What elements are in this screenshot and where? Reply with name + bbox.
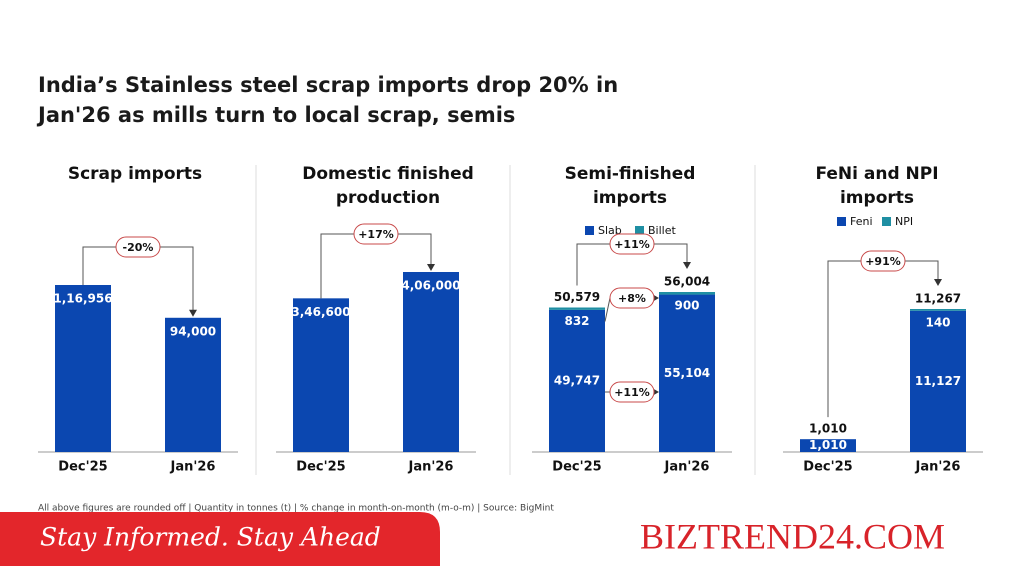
change-label: +17% — [358, 228, 394, 241]
value-label: 94,000 — [170, 324, 216, 338]
bar-segment — [659, 294, 715, 452]
connector — [604, 297, 611, 322]
panel-title: imports — [840, 188, 914, 208]
legend-label: NPI — [895, 215, 913, 228]
change-pill — [609, 287, 655, 309]
bar — [293, 298, 349, 452]
total-label: 11,267 — [915, 292, 961, 306]
legend-swatch — [635, 226, 644, 235]
change-label: +8% — [618, 292, 646, 305]
value-label: 11,127 — [915, 374, 961, 388]
panel-title: Domestic finished — [302, 164, 474, 184]
legend-label: Billet — [648, 224, 676, 237]
banner-box — [0, 512, 440, 566]
total-label: 50,579 — [554, 290, 600, 304]
legend-label: Slab — [598, 224, 622, 237]
legend-label: Feni — [850, 215, 873, 228]
x-tick-label: Jan'26 — [915, 460, 961, 475]
value-label: 1,010 — [809, 438, 847, 452]
legend-swatch — [882, 217, 891, 226]
change-label: +11% — [614, 386, 650, 399]
panel-title: imports — [593, 188, 667, 208]
bar-segment — [549, 309, 605, 452]
bar — [403, 272, 459, 452]
x-tick-label: Jan'26 — [664, 460, 710, 475]
footnote: All above figures are rounded off | Quan… — [38, 504, 554, 514]
bar — [165, 317, 221, 452]
legend-swatch — [585, 226, 594, 235]
x-tick-label: Dec'25 — [803, 460, 852, 475]
change-pill — [353, 223, 399, 245]
value-label: 1,16,956 — [53, 292, 112, 306]
title-line: India’s Stainless steel scrap imports dr… — [38, 73, 618, 97]
brand: BIZTREND24.COM — [640, 516, 945, 556]
change-pill — [609, 233, 655, 255]
bar-segment — [659, 292, 715, 295]
value-label: 140 — [925, 316, 950, 330]
value-label: 832 — [564, 314, 589, 328]
value-label: 3,46,600 — [291, 305, 350, 319]
panel-title: production — [336, 188, 440, 208]
change-label: +11% — [614, 238, 650, 251]
x-tick-label: Dec'25 — [552, 460, 601, 475]
change-label: +91% — [865, 255, 901, 268]
x-tick-label: Jan'26 — [170, 460, 216, 475]
bar — [55, 285, 111, 452]
change-pill — [609, 381, 655, 403]
arrowhead — [683, 262, 691, 269]
arrowhead — [427, 264, 435, 271]
arrowhead — [934, 279, 942, 286]
panel-title: Semi-finished — [565, 164, 696, 184]
bar-segment — [549, 307, 605, 310]
total-label: 1,010 — [809, 422, 847, 436]
bar-segment — [910, 309, 966, 311]
value-label: 55,104 — [664, 366, 710, 380]
change-pill — [860, 250, 906, 272]
arrowhead — [189, 309, 197, 317]
x-tick-label: Dec'25 — [58, 460, 107, 475]
legend-swatch — [837, 217, 846, 226]
x-tick-label: Jan'26 — [408, 460, 454, 475]
change-pill — [115, 236, 161, 258]
panel-title: FeNi and NPI — [815, 164, 938, 184]
value-label: 49,747 — [554, 373, 600, 387]
panel-title: Scrap imports — [68, 164, 202, 184]
bar-segment — [800, 439, 856, 452]
change-label: -20% — [123, 241, 154, 254]
total-label: 56,004 — [664, 275, 710, 289]
bar-segment — [910, 310, 966, 452]
value-label: 4,06,000 — [401, 279, 460, 293]
tagline: Stay Informed. Stay Ahead — [40, 523, 381, 552]
value-label: 900 — [674, 299, 699, 313]
title-line: Jan'26 as mills turn to local scrap, sem… — [36, 103, 515, 127]
x-tick-label: Dec'25 — [296, 460, 345, 475]
